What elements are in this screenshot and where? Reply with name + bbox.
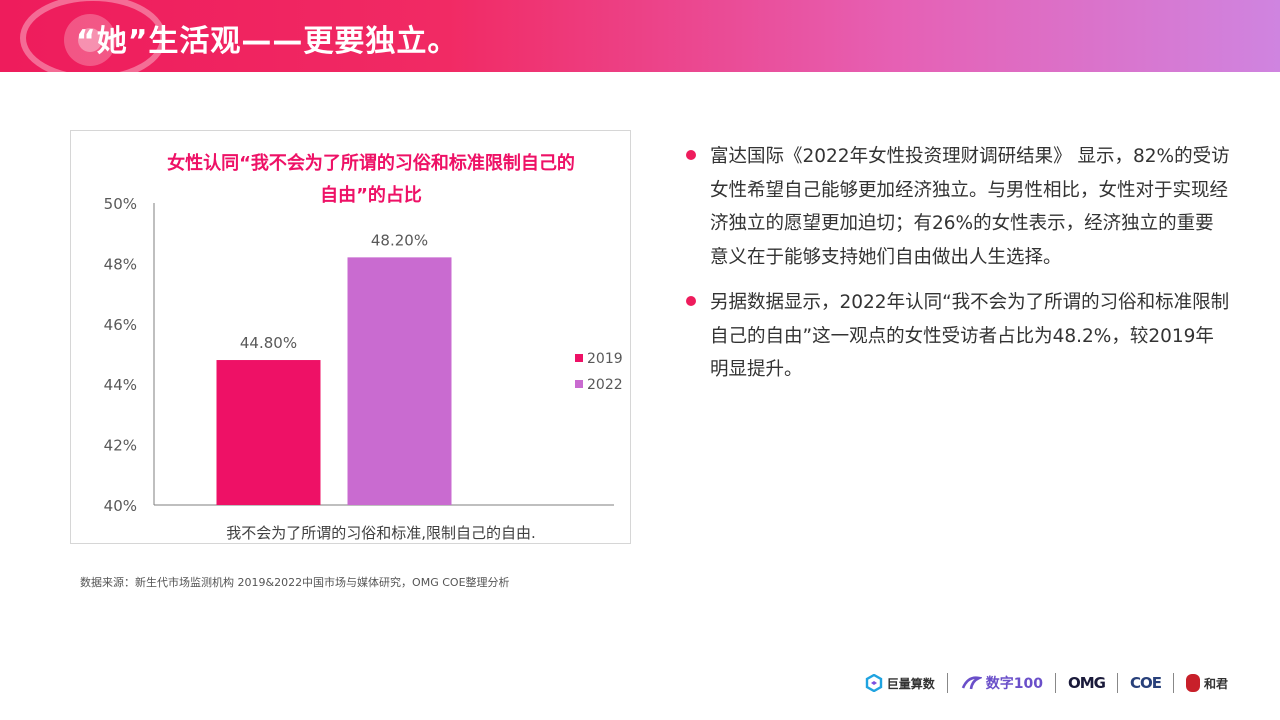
bullet-dot-icon [686,296,696,306]
logo-bar: 巨量算数 数字100 OMG COE 和君 [865,670,1228,696]
bar-chart: 女性认同“我不会为了所谓的习俗和标准限制自己的自由”的占比 40% 42% 44% 46… [104,152,623,542]
data-label: 48.20% [371,231,428,249]
bullet-text: 另据数据显示，2022年认同“我不会为了所谓的习俗和标准限制自己的自由”这一观点… [710,292,1230,380]
legend-swatch [575,354,583,362]
legend-swatch [575,380,583,388]
y-tick-label: 40% [104,497,137,515]
source-note: 数据来源：新生代市场监测机构 2019&2022中国市场与媒体研究，OMG CO… [80,576,510,589]
header-banner: “她”生活观——更要独立。 [0,0,1280,72]
logo-shuzi: 数字100 [960,673,1043,693]
logo-divider [1054,673,1056,693]
x-category-label: 我不会为了所谓的习俗和标准,限制自己的自由. [226,524,536,542]
omg-logo-text: OMG [1067,674,1106,692]
juliang-logo-text: 巨量算数 [886,676,935,691]
bar-2019 [216,360,321,505]
data-label: 44.80% [240,334,297,352]
bullet-text: 富达国际《2022年女性投资理财调研结果》 显示，82%的受访女性希望自己能够更… [710,146,1230,268]
chart-frame: 女性认同“我不会为了所谓的习俗和标准限制自己的 自由”的占比 40% 42% 44% 46… [70,130,631,544]
juliang-logo-icon [865,674,882,692]
logo-divider [1116,673,1118,693]
legend-label: 2019 [587,351,623,367]
bullet-item: 富达国际《2022年女性投资理财调研结果》 显示，82%的受访女性希望自己能够更… [686,140,1231,274]
y-tick-label: 46% [104,316,137,334]
eye-decoration-icon [20,0,166,72]
y-tick-label: 42% [104,437,137,455]
logo-juliang: 巨量算数 [865,674,935,692]
shuzi-logo-text: 数字100 [985,676,1043,692]
hejun-seal-icon [1185,674,1200,692]
hejun-logo-text: 和君 [1203,676,1228,691]
logo-coe: COE [1129,674,1162,692]
shuzi-logo-icon [961,676,982,690]
logo-omg: OMG [1067,674,1106,692]
page-title: “她”生活观——更要独立。 [76,24,459,59]
y-tick-label: 48% [104,255,137,273]
legend-label: 2022 [587,377,623,393]
chart-title-line: 女性认同“我不会为了所谓的习俗和标准限制自己的 [167,152,575,174]
coe-logo-text: COE [1129,674,1162,692]
bullet-dot-icon [686,150,696,160]
chart-title-line: 自由”的占比 [320,184,422,206]
bullet-item: 另据数据显示，2022年认同“我不会为了所谓的习俗和标准限制自己的自由”这一观点… [686,286,1231,387]
y-tick-label: 44% [104,376,137,394]
bullet-list: 富达国际《2022年女性投资理财调研结果》 显示，82%的受访女性希望自己能够更… [686,140,1231,399]
logo-hejun: 和君 [1185,674,1228,692]
bar-2022 [347,257,452,505]
y-tick-label: 50% [104,195,137,213]
logo-divider [946,673,948,693]
logo-divider [1172,673,1174,693]
